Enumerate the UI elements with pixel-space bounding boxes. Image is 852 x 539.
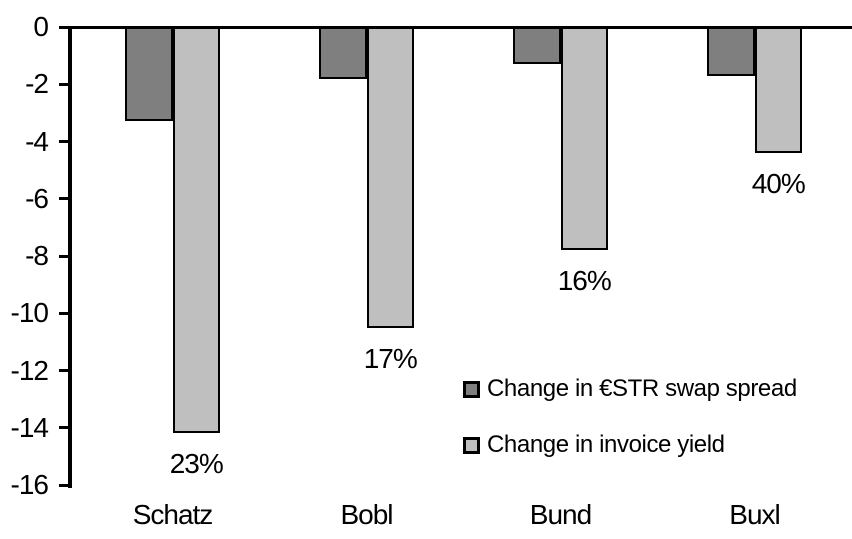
bar-bobl-invoice-yield <box>366 27 414 328</box>
y-tick-label--8: -8 <box>25 240 49 271</box>
y-tick-mark--2 <box>58 82 70 86</box>
bar-bobl-swap-spread <box>319 27 367 79</box>
category-label-schatz: Schatz <box>132 499 214 530</box>
swap-spread-swatch-icon <box>463 380 480 398</box>
bar-bund-swap-spread <box>513 27 561 65</box>
y-tick-label--16: -16 <box>10 469 49 500</box>
y-tick-mark--6 <box>58 197 70 201</box>
y-tick-label--6: -6 <box>25 182 49 214</box>
y-tick-label--4: -4 <box>25 125 49 157</box>
y-tick-label--2: -2 <box>25 68 49 100</box>
point-label-bund: 16% <box>557 265 612 297</box>
category-label-buxl: Buxl <box>729 499 780 530</box>
category-label-bund: Bund <box>529 499 592 530</box>
x-axis-zero-line <box>68 25 852 29</box>
y-tick-mark--12 <box>58 369 70 372</box>
legend-label-invoice-yield: Change in invoice yield <box>487 431 725 458</box>
legend-label-swap-spread: Change in €STR swap spread <box>487 375 797 402</box>
bar-buxl-invoice-yield <box>754 27 802 153</box>
category-label-bobl: Bobl <box>340 499 393 530</box>
y-tick-mark-0 <box>58 25 70 29</box>
y-tick-label--14: -14 <box>10 411 49 443</box>
point-label-bobl: 17% <box>363 342 418 374</box>
y-tick-mark--8 <box>58 254 70 258</box>
point-label-schatz: 23% <box>169 448 224 480</box>
legend-item-swap-spread: Change in €STR swap spread <box>463 377 797 401</box>
legend-item-invoice-yield: Change in invoice yield <box>463 433 725 457</box>
y-tick-label-0: 0 <box>33 11 49 42</box>
point-label-buxl: 40% <box>751 167 806 199</box>
y-tick-label--12: -12 <box>10 354 49 386</box>
bar-schatz-swap-spread <box>125 27 173 122</box>
bar-buxl-swap-spread <box>707 27 755 76</box>
y-tick-mark--14 <box>58 426 70 430</box>
bar-schatz-invoice-yield <box>172 27 220 434</box>
y-tick-mark--4 <box>58 140 70 143</box>
invoice-yield-swatch-icon <box>463 436 480 454</box>
y-tick-mark--16 <box>58 483 70 487</box>
y-tick-mark--10 <box>58 311 70 315</box>
y-tick-label--10: -10 <box>10 297 49 329</box>
bar-bund-invoice-yield <box>560 27 608 251</box>
